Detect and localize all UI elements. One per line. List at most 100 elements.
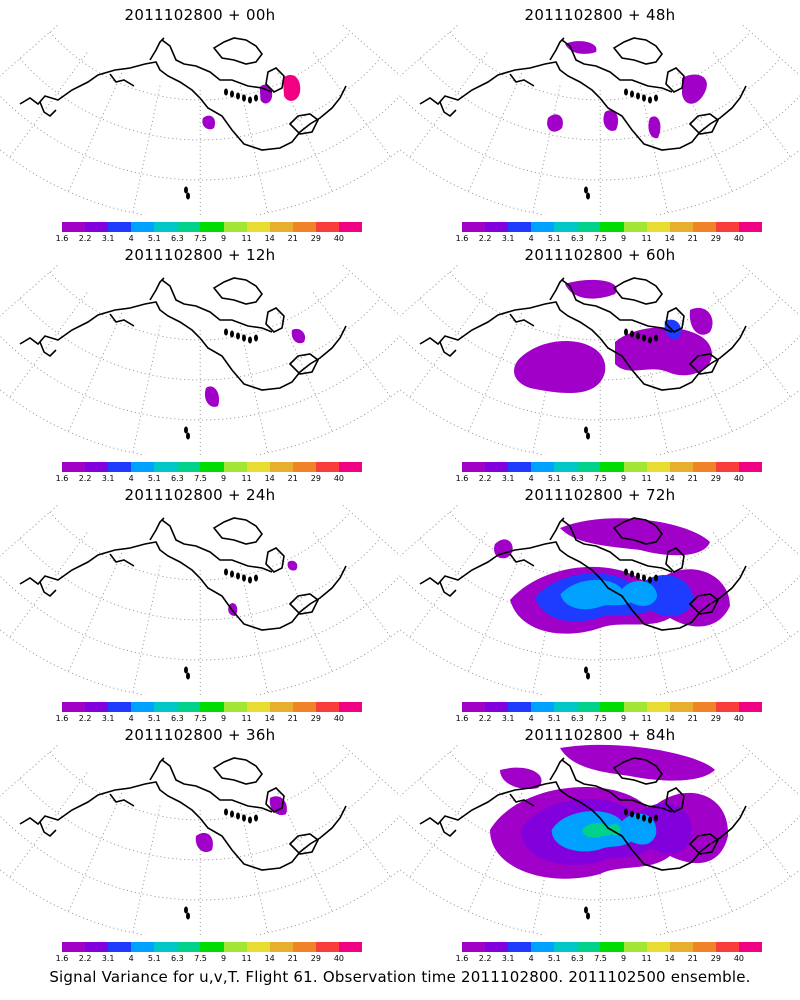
colorbar-tick-label: 1.6 (455, 474, 469, 483)
island (186, 672, 190, 680)
colorbar-tick-label: 1.6 (55, 234, 69, 243)
colorbar-swatch (462, 222, 486, 232)
island (248, 816, 252, 824)
variance-shading (291, 328, 306, 344)
colorbar-tick-label: 40 (733, 714, 745, 723)
meridian-line (742, 504, 800, 557)
island (630, 810, 634, 818)
colorbar-swatch (246, 942, 270, 952)
variance-shading (547, 114, 563, 132)
colorbar-swatch (462, 462, 486, 472)
island (230, 570, 234, 578)
colorbar-tick-label: 40 (733, 954, 745, 963)
colorbar-tick-label: 21 (287, 234, 298, 243)
island (254, 94, 258, 102)
colorbar-tick-label: 3.1 (101, 234, 115, 243)
variance-shading (514, 341, 606, 394)
colorbar-swatch (131, 462, 155, 472)
latitude-circle (0, 869, 400, 935)
meridian-line (131, 805, 161, 935)
variance-shading (204, 386, 220, 407)
colorbar-tick-label: 21 (687, 234, 698, 243)
meridian-line (67, 792, 123, 914)
polar-map (0, 504, 400, 695)
colorbar-swatch (85, 942, 109, 952)
colorbar-tick-label: 3.1 (501, 474, 515, 483)
coastline-segment (612, 517, 663, 545)
colorbar-tick-label: 2.2 (78, 714, 92, 723)
variance-shading (560, 744, 715, 781)
island (636, 812, 640, 820)
coastline-segment (561, 519, 673, 573)
colorbar-swatch (485, 702, 509, 712)
coastline-segment (665, 547, 685, 573)
coastline-segment (612, 37, 663, 65)
island (654, 814, 658, 822)
variance-shading (689, 307, 713, 335)
island (586, 912, 590, 920)
colorbar-tick-label: 14 (264, 954, 275, 963)
colorbar-swatch (338, 702, 363, 712)
colorbar-swatch (577, 462, 601, 472)
colorbar-ticks: 1.6 2.2 3.1 4 5.1 6.3 7.5 9 11 14 21 29 40 (456, 234, 762, 244)
colorbar-swatch (269, 702, 293, 712)
colorbar-tick-label: 3.1 (101, 474, 115, 483)
map-panel: 2011102800 + 24h 1.6 2.2 3.1 4 5.1 6.3 7.5 9 11 14… (0, 480, 400, 725)
colorbar (62, 942, 363, 952)
colorbar-tick-label: 9 (620, 474, 627, 483)
colorbar-swatch (485, 462, 509, 472)
colorbar-swatch (692, 462, 716, 472)
colorbar-swatch (292, 702, 316, 712)
colorbar-swatch (177, 462, 201, 472)
island (184, 186, 188, 194)
colorbar-tick-label: 2.2 (478, 954, 492, 963)
colorbar-tick-label: 21 (687, 714, 698, 723)
map-panel: 2011102800 + 36h 1.6 2.2 3.1 4 5.1 6.3 7.5 9 11 14… (0, 720, 400, 965)
colorbar-tick-label: 11 (641, 714, 652, 723)
colorbar-ticks: 1.6 2.2 3.1 4 5.1 6.3 7.5 9 11 14 21 29 40 (456, 954, 762, 964)
colorbar-ticks: 1.6 2.2 3.1 4 5.1 6.3 7.5 9 11 14 21 29 40 (56, 714, 362, 724)
colorbar-tick-label: 5.1 (547, 714, 561, 723)
coastline-segment (509, 73, 535, 87)
colorbar-swatch (715, 222, 739, 232)
coastline-segment (288, 113, 320, 135)
colorbar-swatch (600, 222, 624, 232)
variance-shading (269, 796, 287, 816)
colorbar-tick-label: 1.6 (55, 474, 69, 483)
island (186, 192, 190, 200)
variance-shading (560, 518, 710, 556)
coastline-segment (549, 37, 565, 61)
coastline-segment (419, 61, 747, 151)
latitude-circle (49, 511, 351, 581)
meridian-line (531, 85, 561, 215)
colorbar-tick-label: 2.2 (478, 234, 492, 243)
colorbar-tick-label: 4 (128, 234, 134, 243)
map-panel: 2011102800 + 48h 1.6 2.2 3.1 4 5.1 6.3 7.5 9 11 14… (400, 0, 800, 245)
map-panel: 2011102800 + 00h 1.6 2.2 3.1 4 5.1 6.3 7.5 9 11 14… (0, 0, 400, 245)
island (584, 666, 588, 674)
coastline-segment (265, 547, 285, 573)
island (636, 572, 640, 580)
coastline-segment (665, 67, 685, 93)
colorbar-tick-label: 4 (128, 954, 134, 963)
colorbar-swatch (108, 942, 132, 952)
variance-shading (615, 327, 712, 376)
variance-shading (648, 116, 661, 139)
polar-map (0, 24, 400, 215)
island (642, 814, 646, 822)
variance-shading (195, 832, 213, 853)
colorbar-swatch (531, 942, 555, 952)
variance-shading (565, 41, 597, 54)
meridian-line (742, 264, 800, 317)
colorbar-swatch (338, 222, 363, 232)
colorbar-swatch (623, 222, 647, 232)
island (236, 332, 240, 340)
meridian-line (131, 325, 161, 455)
coastline-segment (109, 553, 135, 567)
variance-shading (565, 279, 617, 299)
colorbar-tick-label: 7.5 (594, 714, 607, 723)
latitude-circle (49, 271, 351, 341)
colorbar-tick-label: 6.3 (571, 714, 584, 723)
coastline-segment (149, 37, 165, 61)
colorbar-tick-label: 1.6 (455, 714, 469, 723)
